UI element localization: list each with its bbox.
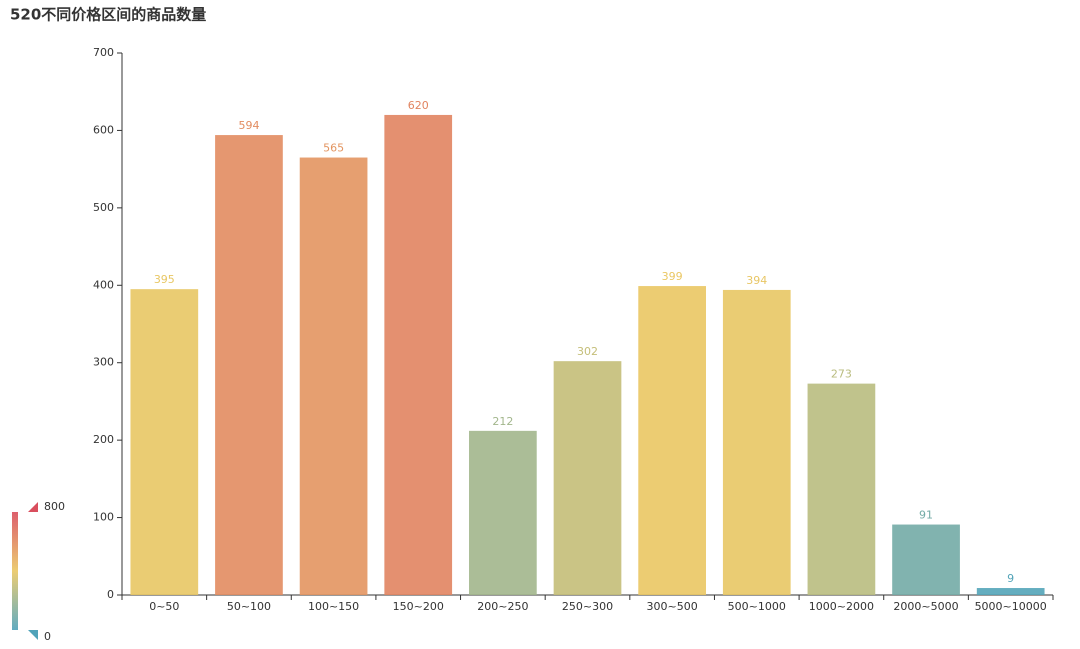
value-label: 302 [577, 345, 598, 358]
x-tick-label: 200~250 [477, 600, 528, 613]
x-tick-label: 5000~10000 [975, 600, 1047, 613]
bar [130, 289, 199, 595]
bar [384, 114, 453, 595]
x-tick-label: 2000~5000 [893, 600, 958, 613]
visual-map-min: 0 [44, 630, 51, 643]
y-tick-label: 0 [107, 588, 114, 601]
bar [299, 157, 368, 595]
value-label: 273 [831, 368, 852, 381]
visual-map-inner [18, 512, 38, 630]
value-label: 212 [492, 415, 513, 428]
y-tick-label: 400 [93, 278, 114, 291]
x-tick-label: 100~150 [308, 600, 359, 613]
y-tick-label: 700 [93, 46, 114, 59]
bar [892, 524, 960, 595]
x-tick-label: 50~100 [227, 600, 271, 613]
bar [469, 430, 537, 595]
bar [638, 286, 706, 595]
x-tick-label: 1000~2000 [809, 600, 874, 613]
y-tick-label: 600 [93, 123, 114, 136]
x-tick-label: 300~500 [647, 600, 698, 613]
value-label: 399 [662, 270, 683, 283]
visual-map-handle [28, 502, 38, 512]
bar [215, 135, 283, 595]
value-label: 565 [323, 142, 344, 155]
bar [553, 361, 622, 595]
visual-map-handle [28, 630, 38, 640]
value-label: 395 [154, 273, 175, 286]
chart-title: 520不同价格区间的商品数量 [10, 6, 206, 24]
y-tick-label: 200 [93, 433, 114, 446]
x-tick-label: 250~300 [562, 600, 613, 613]
value-label: 91 [919, 509, 933, 522]
bar [722, 289, 791, 595]
visual-map-max: 800 [44, 500, 65, 513]
bar [807, 383, 876, 595]
bar [976, 588, 1045, 595]
x-tick-label: 0~50 [149, 600, 179, 613]
y-tick-label: 100 [93, 511, 114, 524]
x-tick-label: 150~200 [393, 600, 444, 613]
x-tick-label: 500~1000 [728, 600, 786, 613]
y-tick-label: 500 [93, 201, 114, 214]
value-label: 9 [1007, 572, 1014, 585]
y-tick-label: 300 [93, 356, 114, 369]
value-label: 594 [238, 119, 259, 132]
value-label: 620 [408, 99, 429, 112]
value-label: 394 [746, 274, 767, 287]
